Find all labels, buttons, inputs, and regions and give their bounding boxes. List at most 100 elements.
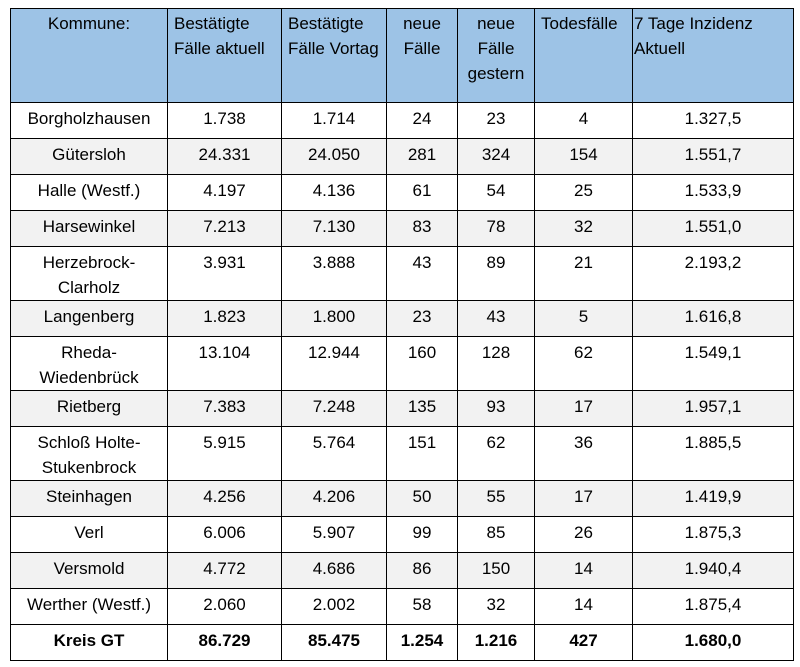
cell-inzidenz: 2.193,2 [632, 246, 794, 301]
cell-todesfaelle: 14 [534, 552, 633, 589]
cell-inzidenz: 1.549,1 [632, 336, 794, 391]
cell-kommune: Gütersloh [10, 138, 168, 175]
cell-neue: 83 [386, 210, 458, 247]
cell-todesfaelle: 4 [534, 102, 633, 139]
cell-inzidenz: 1.875,4 [632, 588, 794, 625]
table-header-row: Kommune: Bestätigte Fälle aktuell Bestät… [10, 8, 794, 103]
cell-aktuell: 3.931 [167, 246, 282, 301]
cell-todesfaelle: 154 [534, 138, 633, 175]
total-vortag: 85.475 [281, 624, 387, 661]
cell-kommune: Halle (Westf.) [10, 174, 168, 211]
total-neue-gestern: 1.216 [457, 624, 535, 661]
cell-neue-gestern: 23 [457, 102, 535, 139]
cell-neue: 24 [386, 102, 458, 139]
cell-kommune: Borgholzhausen [10, 102, 168, 139]
cell-neue-gestern: 43 [457, 300, 535, 337]
table-row: Gütersloh 24.331 24.050 281 324 154 1.55… [10, 138, 794, 175]
total-inzidenz: 1.680,0 [632, 624, 794, 661]
table-row: Halle (Westf.) 4.197 4.136 61 54 25 1.53… [10, 174, 794, 211]
table-row: Schloß Holte-Stukenbrock 5.915 5.764 151… [10, 426, 794, 481]
cell-todesfaelle: 62 [534, 336, 633, 391]
cell-aktuell: 4.197 [167, 174, 282, 211]
cell-aktuell: 2.060 [167, 588, 282, 625]
cell-todesfaelle: 26 [534, 516, 633, 553]
cell-inzidenz: 1.551,0 [632, 210, 794, 247]
cell-neue: 23 [386, 300, 458, 337]
cell-vortag: 5.764 [281, 426, 387, 481]
cell-inzidenz: 1.419,9 [632, 480, 794, 517]
total-todesfaelle: 427 [534, 624, 633, 661]
header-bestaetigte-vortag: Bestätigte Fälle Vortag [281, 8, 387, 103]
cell-vortag: 12.944 [281, 336, 387, 391]
cell-aktuell: 4.256 [167, 480, 282, 517]
cell-kommune: Steinhagen [10, 480, 168, 517]
cell-kommune: Verl [10, 516, 168, 553]
cell-vortag: 24.050 [281, 138, 387, 175]
cell-aktuell: 1.738 [167, 102, 282, 139]
cell-aktuell: 4.772 [167, 552, 282, 589]
cell-neue: 135 [386, 390, 458, 427]
cell-kommune: Werther (Westf.) [10, 588, 168, 625]
cell-neue-gestern: 89 [457, 246, 535, 301]
cell-kommune: Rheda-Wiedenbrück [10, 336, 168, 391]
cell-vortag: 4.136 [281, 174, 387, 211]
cell-todesfaelle: 21 [534, 246, 633, 301]
header-inzidenz: 7 Tage Inzidenz Aktuell [632, 8, 794, 103]
cell-vortag: 1.714 [281, 102, 387, 139]
cell-neue-gestern: 32 [457, 588, 535, 625]
cell-inzidenz: 1.327,5 [632, 102, 794, 139]
cell-vortag: 2.002 [281, 588, 387, 625]
cell-vortag: 7.130 [281, 210, 387, 247]
table-body: Borgholzhausen 1.738 1.714 24 23 4 1.327… [10, 102, 794, 661]
header-kommune: Kommune: [10, 8, 168, 103]
covid-cases-table: Kommune: Bestätigte Fälle aktuell Bestät… [10, 8, 794, 661]
cell-neue: 61 [386, 174, 458, 211]
cell-todesfaelle: 36 [534, 426, 633, 481]
cell-neue: 160 [386, 336, 458, 391]
cell-neue-gestern: 324 [457, 138, 535, 175]
cell-inzidenz: 1.533,9 [632, 174, 794, 211]
cell-neue: 151 [386, 426, 458, 481]
cell-aktuell: 6.006 [167, 516, 282, 553]
cell-neue: 50 [386, 480, 458, 517]
total-kommune: Kreis GT [10, 624, 168, 661]
cell-neue-gestern: 62 [457, 426, 535, 481]
table-row: Werther (Westf.) 2.060 2.002 58 32 14 1.… [10, 588, 794, 625]
cell-aktuell: 7.213 [167, 210, 282, 247]
cell-aktuell: 13.104 [167, 336, 282, 391]
cell-inzidenz: 1.875,3 [632, 516, 794, 553]
cell-kommune: Versmold [10, 552, 168, 589]
table-row: Verl 6.006 5.907 99 85 26 1.875,3 [10, 516, 794, 553]
header-bestaetigte-aktuell: Bestätigte Fälle aktuell [167, 8, 282, 103]
cell-kommune: Herzebrock-Clarholz [10, 246, 168, 301]
table-row: Borgholzhausen 1.738 1.714 24 23 4 1.327… [10, 102, 794, 139]
table-row: Harsewinkel 7.213 7.130 83 78 32 1.551,0 [10, 210, 794, 247]
cell-kommune: Harsewinkel [10, 210, 168, 247]
cell-inzidenz: 1.885,5 [632, 426, 794, 481]
cell-todesfaelle: 17 [534, 390, 633, 427]
cell-neue: 281 [386, 138, 458, 175]
cell-kommune: Rietberg [10, 390, 168, 427]
table-row: Versmold 4.772 4.686 86 150 14 1.940,4 [10, 552, 794, 589]
table-row: Herzebrock-Clarholz 3.931 3.888 43 89 21… [10, 246, 794, 301]
cell-neue-gestern: 128 [457, 336, 535, 391]
table-row: Steinhagen 4.256 4.206 50 55 17 1.419,9 [10, 480, 794, 517]
cell-aktuell: 7.383 [167, 390, 282, 427]
header-todesfaelle: Todesfälle [534, 8, 633, 103]
cell-todesfaelle: 17 [534, 480, 633, 517]
cell-kommune: Langenberg [10, 300, 168, 337]
cell-inzidenz: 1.616,8 [632, 300, 794, 337]
cell-neue-gestern: 55 [457, 480, 535, 517]
table-row: Rietberg 7.383 7.248 135 93 17 1.957,1 [10, 390, 794, 427]
cell-inzidenz: 1.940,4 [632, 552, 794, 589]
cell-vortag: 1.800 [281, 300, 387, 337]
cell-kommune: Schloß Holte-Stukenbrock [10, 426, 168, 481]
cell-todesfaelle: 14 [534, 588, 633, 625]
cell-neue-gestern: 93 [457, 390, 535, 427]
cell-vortag: 5.907 [281, 516, 387, 553]
cell-vortag: 4.686 [281, 552, 387, 589]
cell-vortag: 3.888 [281, 246, 387, 301]
cropped-caption-strip [0, 0, 800, 8]
cell-aktuell: 5.915 [167, 426, 282, 481]
cell-vortag: 7.248 [281, 390, 387, 427]
